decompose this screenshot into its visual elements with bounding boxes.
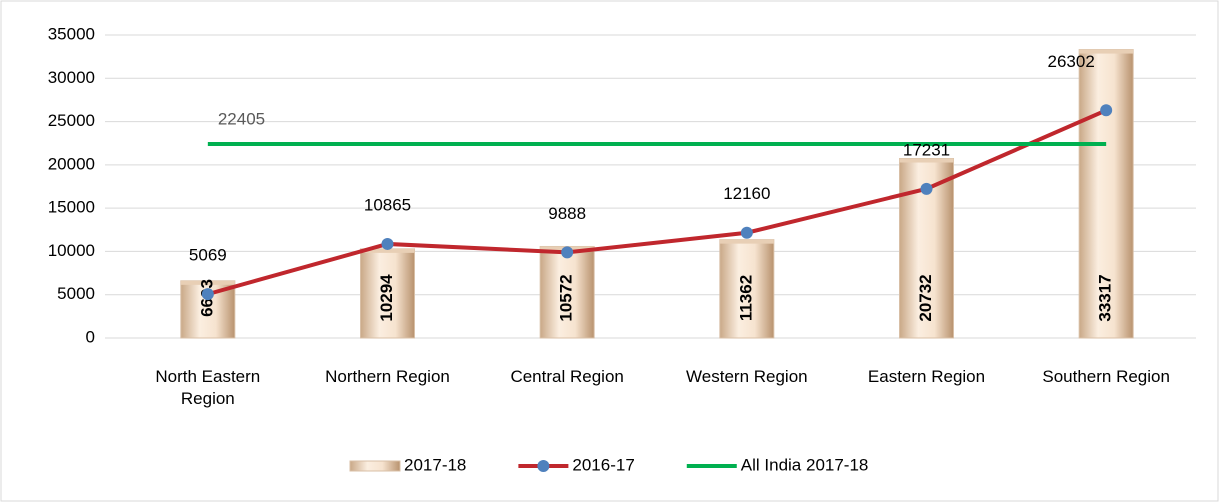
legend-label: 2017-18: [404, 455, 466, 474]
x-tick-label: Western Region: [686, 367, 808, 386]
x-tick-label: Southern Region: [1042, 367, 1170, 386]
y-tick-label: 35000: [48, 24, 95, 43]
bar-label: 33317: [1096, 274, 1115, 321]
bar-top: [719, 239, 774, 244]
bar-top: [899, 158, 954, 163]
bar-label: 20732: [916, 274, 935, 321]
y-tick-label: 25000: [48, 111, 95, 130]
data-label: 10865: [364, 195, 411, 214]
bar-top: [180, 280, 235, 285]
x-tick-label: Eastern Region: [867, 367, 986, 386]
data-label: 12160: [723, 184, 770, 203]
series-line: [207, 108, 1107, 297]
y-tick-label: 30000: [48, 68, 95, 87]
y-tick-label: 15000: [48, 198, 95, 217]
y-tick-label: 20000: [48, 154, 95, 173]
x-tick-label: North Eastern Region: [155, 367, 261, 408]
legend-item: All India 2017-18: [686, 455, 869, 474]
legend-label: All India 2017-18: [741, 455, 869, 474]
line-marker: [561, 246, 574, 259]
bar: [360, 248, 415, 339]
y-tick-label: 10000: [48, 241, 95, 260]
legend-label: 2016-17: [572, 455, 634, 474]
bar-label: 11362: [736, 275, 755, 321]
bar-label: 10572: [557, 274, 576, 321]
x-tick-label: Northern Region: [325, 367, 450, 386]
y-tick-label: 0: [86, 327, 95, 346]
line-marker: [920, 182, 933, 195]
bar: [1078, 49, 1134, 339]
data-label: 22405: [218, 110, 265, 129]
bar-top: [1079, 49, 1134, 54]
y-tick-label: 5000: [57, 284, 95, 303]
data-label: 5069: [189, 246, 227, 265]
data-label: 9888: [548, 204, 586, 223]
legend-marker: [537, 460, 550, 472]
legend-swatch: [349, 460, 401, 472]
bar: [719, 239, 775, 339]
legend-item: 2017-18: [349, 455, 466, 474]
line-marker: [1100, 104, 1113, 117]
line-marker: [381, 237, 394, 250]
line-marker: [740, 226, 753, 239]
x-tick-label: Central Region: [510, 367, 624, 386]
bar-label: 10294: [377, 274, 396, 322]
legend-item: 2016-17: [518, 455, 635, 474]
line-marker: [201, 288, 214, 301]
data-label: 17231: [903, 140, 950, 159]
bar-top: [360, 248, 415, 253]
data-label: 26302: [1048, 52, 1095, 71]
bar: [539, 245, 595, 339]
